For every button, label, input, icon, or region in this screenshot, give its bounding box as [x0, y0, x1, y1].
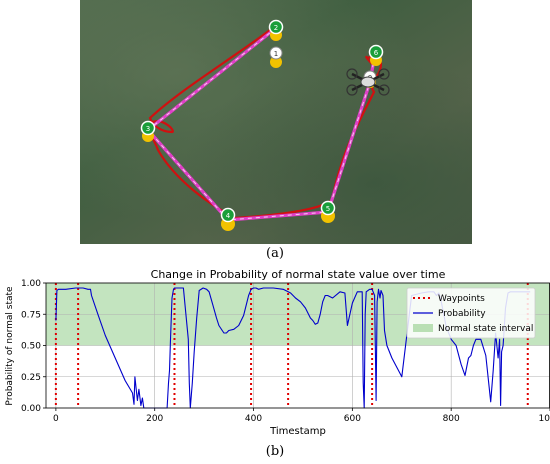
svg-text:3: 3: [146, 125, 150, 133]
svg-text:2: 2: [274, 24, 278, 32]
x-tick-label: 0: [53, 414, 59, 424]
y-tick-label: 1.00: [21, 279, 41, 289]
y-tick-label: 0.75: [21, 310, 41, 320]
x-tick-label: 600: [344, 414, 361, 424]
svg-text:6: 6: [374, 49, 379, 57]
x-tick-label: 800: [443, 414, 460, 424]
x-tick-label: 1000: [539, 414, 550, 424]
waypoint-marker-2: 2: [268, 19, 284, 41]
drone-icon: [346, 68, 390, 96]
chart-title: Change in Probability of normal state va…: [151, 268, 446, 281]
waypoint-marker-6: 6: [368, 44, 384, 66]
probability-chart: Change in Probability of normal state va…: [5, 268, 550, 437]
y-tick-label: 0.50: [21, 342, 41, 352]
legend-label: Normal state interval: [438, 324, 533, 334]
waypoint-marker-4: 4: [220, 207, 236, 231]
legend-box: [406, 287, 536, 339]
svg-text:5: 5: [326, 205, 330, 213]
actual-flight-track: [147, 27, 383, 220]
x-tick-label: 200: [146, 414, 163, 424]
caption-b: (b): [265, 444, 285, 459]
svg-text:1: 1: [274, 50, 278, 58]
legend-swatch-normal-interval: [413, 324, 433, 332]
drone-flight-map: 0 1 2 3 4 5 6: [80, 0, 472, 244]
caption-a: (a): [266, 246, 284, 261]
waypoint-marker-5: 5: [320, 200, 336, 223]
x-tick-label: 400: [245, 414, 262, 424]
waypoint-marker-1: 1: [269, 46, 283, 68]
y-tick-label: 0.25: [21, 373, 41, 383]
legend-label: Waypoints: [438, 294, 485, 304]
y-tick-label: 0.00: [21, 404, 41, 414]
x-axis-label: Timestamp: [269, 426, 326, 437]
svg-text:4: 4: [226, 212, 231, 220]
y-axis-label: Probability of normal state: [5, 286, 15, 406]
waypoint-marker-3: 3: [140, 120, 156, 142]
legend-label: Probability: [438, 309, 486, 319]
